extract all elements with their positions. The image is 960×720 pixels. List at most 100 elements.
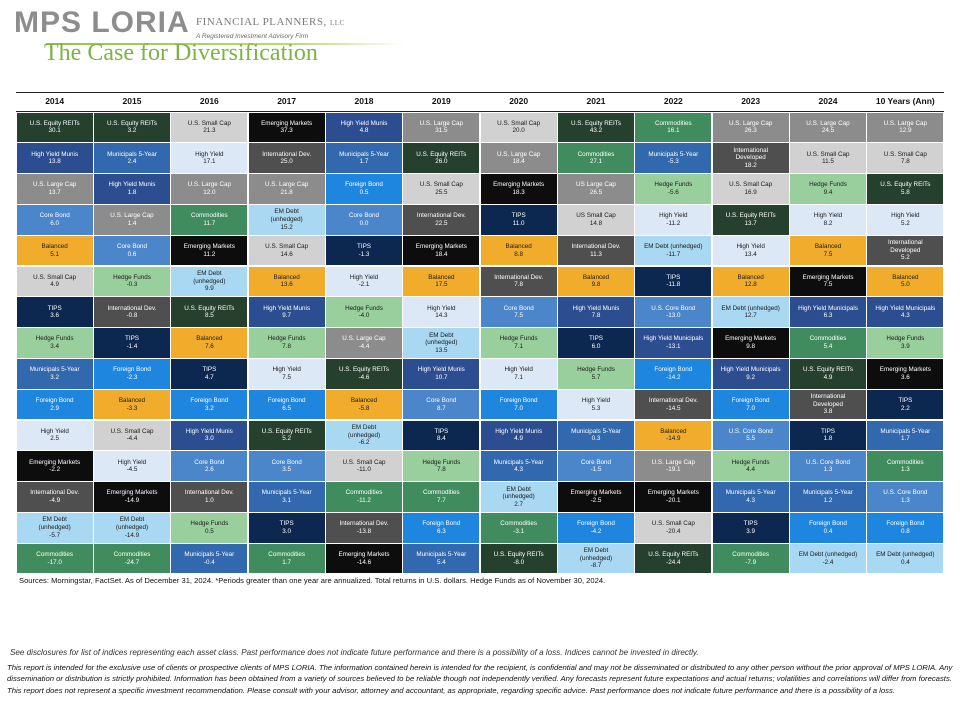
cell-2014-u-s-large-cap: U.S. Large Cap 13.7 (16, 174, 93, 204)
asset-class-label: U.S. Equity REITs (416, 150, 467, 158)
cell-2022-emerging-markets: Emerging Markets -20.1 (635, 482, 712, 512)
asset-class-label: U.S. Core Bond (805, 458, 851, 466)
return-value: 3.8 (823, 408, 833, 416)
return-value: 3.0 (282, 527, 292, 535)
cell-2014-emerging-markets: Emerging Markets -2.2 (16, 451, 93, 482)
asset-class-label: U.S. Small Cap (187, 119, 231, 127)
return-value: -4.0 (358, 312, 370, 320)
return-value: -8.7 (590, 562, 602, 570)
return-value: 4.3 (514, 466, 524, 474)
return-value: 3.9 (900, 342, 910, 350)
cell-2024-u-s-small-cap: U.S. Small Cap 11.5 (789, 143, 867, 174)
return-value: 1.2 (823, 496, 833, 504)
cell-2016-foreign-bond: Foreign Bond 3.2 (171, 389, 248, 420)
return-value: 3.9 (746, 527, 756, 535)
return-value: 1.7 (282, 558, 292, 566)
asset-class-label: High Yield (736, 242, 765, 250)
asset-class-label: Balanced (892, 273, 919, 281)
asset-class-label: Emerging Markets (261, 119, 313, 127)
asset-class-label: Foreign Bond (886, 520, 925, 528)
cell-2024-u-s-large-cap: U.S. Large Cap 24.5 (789, 112, 867, 143)
return-value: 2.4 (127, 158, 137, 166)
return-value: -4.2 (590, 527, 602, 535)
asset-class-label: U.S. Equity REITs (29, 119, 80, 127)
return-value: 4.3 (746, 496, 756, 504)
asset-class-label: High Yield Munis (495, 427, 543, 435)
asset-class-label: U.S. Large Cap (187, 181, 232, 189)
asset-class-label: U.S. Equity REITs (338, 366, 390, 374)
cell-10-years-ann-foreign-bond: Foreign Bond 0.8 (867, 512, 944, 543)
return-value: -11.0 (357, 466, 371, 474)
return-value: 7.0 (746, 404, 756, 412)
return-value: 24.5 (821, 127, 835, 135)
cell-2021-hedge-funds: Hedge Funds 5.7 (557, 358, 635, 389)
return-value: 18.4 (512, 158, 525, 166)
cell-2017-international-dev: International Dev. 25.0 (248, 143, 325, 174)
cell-2022-u-s-equity-reits: U.S. Equity REITs -24.4 (635, 543, 712, 574)
cell-2019-commodities: Commodities 7.7 (403, 482, 480, 512)
asset-class-label: Commodities (654, 119, 692, 127)
asset-class-label: EM Debt (unhedged) (876, 550, 935, 558)
return-value: -0.4 (203, 558, 215, 566)
cell-2015-balanced: Balanced -3.3 (93, 389, 171, 420)
cell-2017-high-yield: High Yield 7.5 (248, 358, 325, 389)
year-header-2015: 2015 (122, 96, 142, 106)
asset-class-label: U.S. Equity REITs (106, 119, 158, 127)
cell-2019-em-debt-unhedged: EM Debt (unhedged) 13.5 (403, 328, 480, 358)
return-value: -14.9 (666, 435, 681, 443)
cell-2023-commodities: Commodities -7.9 (712, 543, 789, 574)
asset-class-label: International Dev. (648, 396, 698, 404)
cell-2024-foreign-bond: Foreign Bond 0.4 (789, 512, 867, 543)
asset-class-label: High Yield Munis (31, 150, 79, 158)
return-value: 7.6 (204, 342, 214, 350)
return-value: 13.5 (435, 346, 448, 354)
cell-2017-u-s-equity-reits: U.S. Equity REITs 5.2 (248, 420, 325, 451)
return-value: 5.7 (591, 373, 601, 381)
asset-class-label: U.S. Equity REITs (184, 304, 235, 312)
return-value: 4.9 (50, 281, 60, 289)
cell-2018-commodities: Commodities -11.2 (325, 482, 403, 512)
cell-2020-commodities: Commodities -3.1 (480, 512, 557, 543)
sources-note: Sources: Morningstar, FactSet. As of Dec… (19, 576, 606, 585)
return-value: -19.1 (666, 466, 681, 474)
asset-class-label: Municipals 5-Year (803, 489, 853, 497)
return-value: 3.2 (127, 127, 137, 135)
return-value: 11.3 (590, 250, 602, 258)
cell-2021-high-yield-munis: High Yield Munis 7.8 (557, 297, 635, 328)
cell-2015-hedge-funds: Hedge Funds -0.3 (93, 266, 171, 297)
return-value: 7.5 (514, 312, 524, 320)
asset-class-label: EM Debt (unhedged) (347, 424, 381, 439)
return-value: 4.8 (359, 127, 369, 135)
cell-2022-high-yield: High Yield -11.2 (635, 204, 712, 235)
asset-class-label: High Yield Municipals (643, 335, 704, 343)
asset-class-label: Emerging Markets (415, 242, 467, 250)
asset-class-label: Core Bond (348, 212, 380, 220)
asset-class-label: U.S. Small Cap (883, 150, 927, 158)
asset-class-label: Balanced (505, 242, 532, 250)
return-value: -20.4 (666, 527, 681, 535)
return-value: -5.8 (358, 404, 370, 412)
asset-class-label: Hedge Funds (267, 335, 306, 343)
return-value: -6.2 (358, 439, 370, 447)
cell-2023-emerging-markets: Emerging Markets 9.8 (712, 328, 789, 358)
cell-2024-high-yield: High Yield 8.2 (789, 204, 867, 235)
return-value: 18.3 (512, 188, 525, 196)
asset-class-label: Balanced (660, 427, 687, 435)
cell-2020-emerging-markets: Emerging Markets 18.3 (480, 174, 557, 204)
return-value: 1.3 (900, 496, 910, 504)
asset-class-label: International Developed (810, 393, 846, 408)
return-value: 11.2 (203, 250, 216, 258)
asset-class-label: U.S. Large Cap (728, 119, 773, 127)
cell-2014-international-dev: International Dev. -4.9 (16, 482, 93, 512)
cell-2014-foreign-bond: Foreign Bond 2.9 (16, 389, 93, 420)
asset-class-label: U.S. Large Cap (32, 181, 77, 189)
asset-class-label: High Yield (40, 427, 69, 435)
cell-2016-emerging-markets: Emerging Markets 11.2 (171, 235, 248, 266)
cell-2020-tips: TIPS 11.0 (480, 204, 557, 235)
cell-2015-u-s-small-cap: U.S. Small Cap -4.4 (93, 420, 171, 451)
return-value: 20.0 (512, 127, 525, 135)
cell-2014-tips: TIPS 3.6 (16, 297, 93, 328)
cell-2020-foreign-bond: Foreign Bond 7.0 (480, 389, 557, 420)
return-value: 9.8 (746, 342, 756, 350)
cell-2024-commodities: Commodities 5.4 (789, 328, 867, 358)
